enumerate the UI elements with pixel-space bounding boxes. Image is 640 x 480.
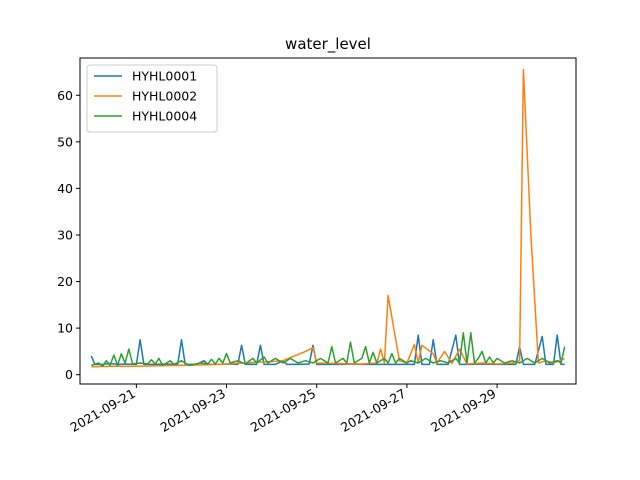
- legend: HYHL0001 HYHL0002 HYHL0004: [86, 64, 218, 133]
- plot-frame: [79, 57, 577, 385]
- legend-label-hyhl0004: HYHL0004: [132, 109, 197, 124]
- legend-label-hyhl0002: HYHL0002: [132, 89, 197, 104]
- series-group: [90, 68, 566, 368]
- y-axis: 0 10 20 30 40 50 60: [57, 88, 80, 382]
- y-tick-label: 60: [57, 88, 73, 103]
- series-line-hyhl0002: [91, 68, 565, 368]
- y-tick-label: 10: [57, 321, 73, 336]
- y-tick-label: 40: [57, 181, 73, 196]
- legend-label-hyhl0001: HYHL0001: [132, 69, 197, 84]
- y-tick-label: 0: [65, 367, 73, 382]
- y-tick-label: 30: [57, 227, 73, 242]
- chart-title: water_level: [285, 35, 371, 54]
- y-tick-label: 50: [57, 134, 73, 149]
- y-tick-label: 20: [57, 274, 73, 289]
- series-line-hyhl0004: [91, 332, 566, 368]
